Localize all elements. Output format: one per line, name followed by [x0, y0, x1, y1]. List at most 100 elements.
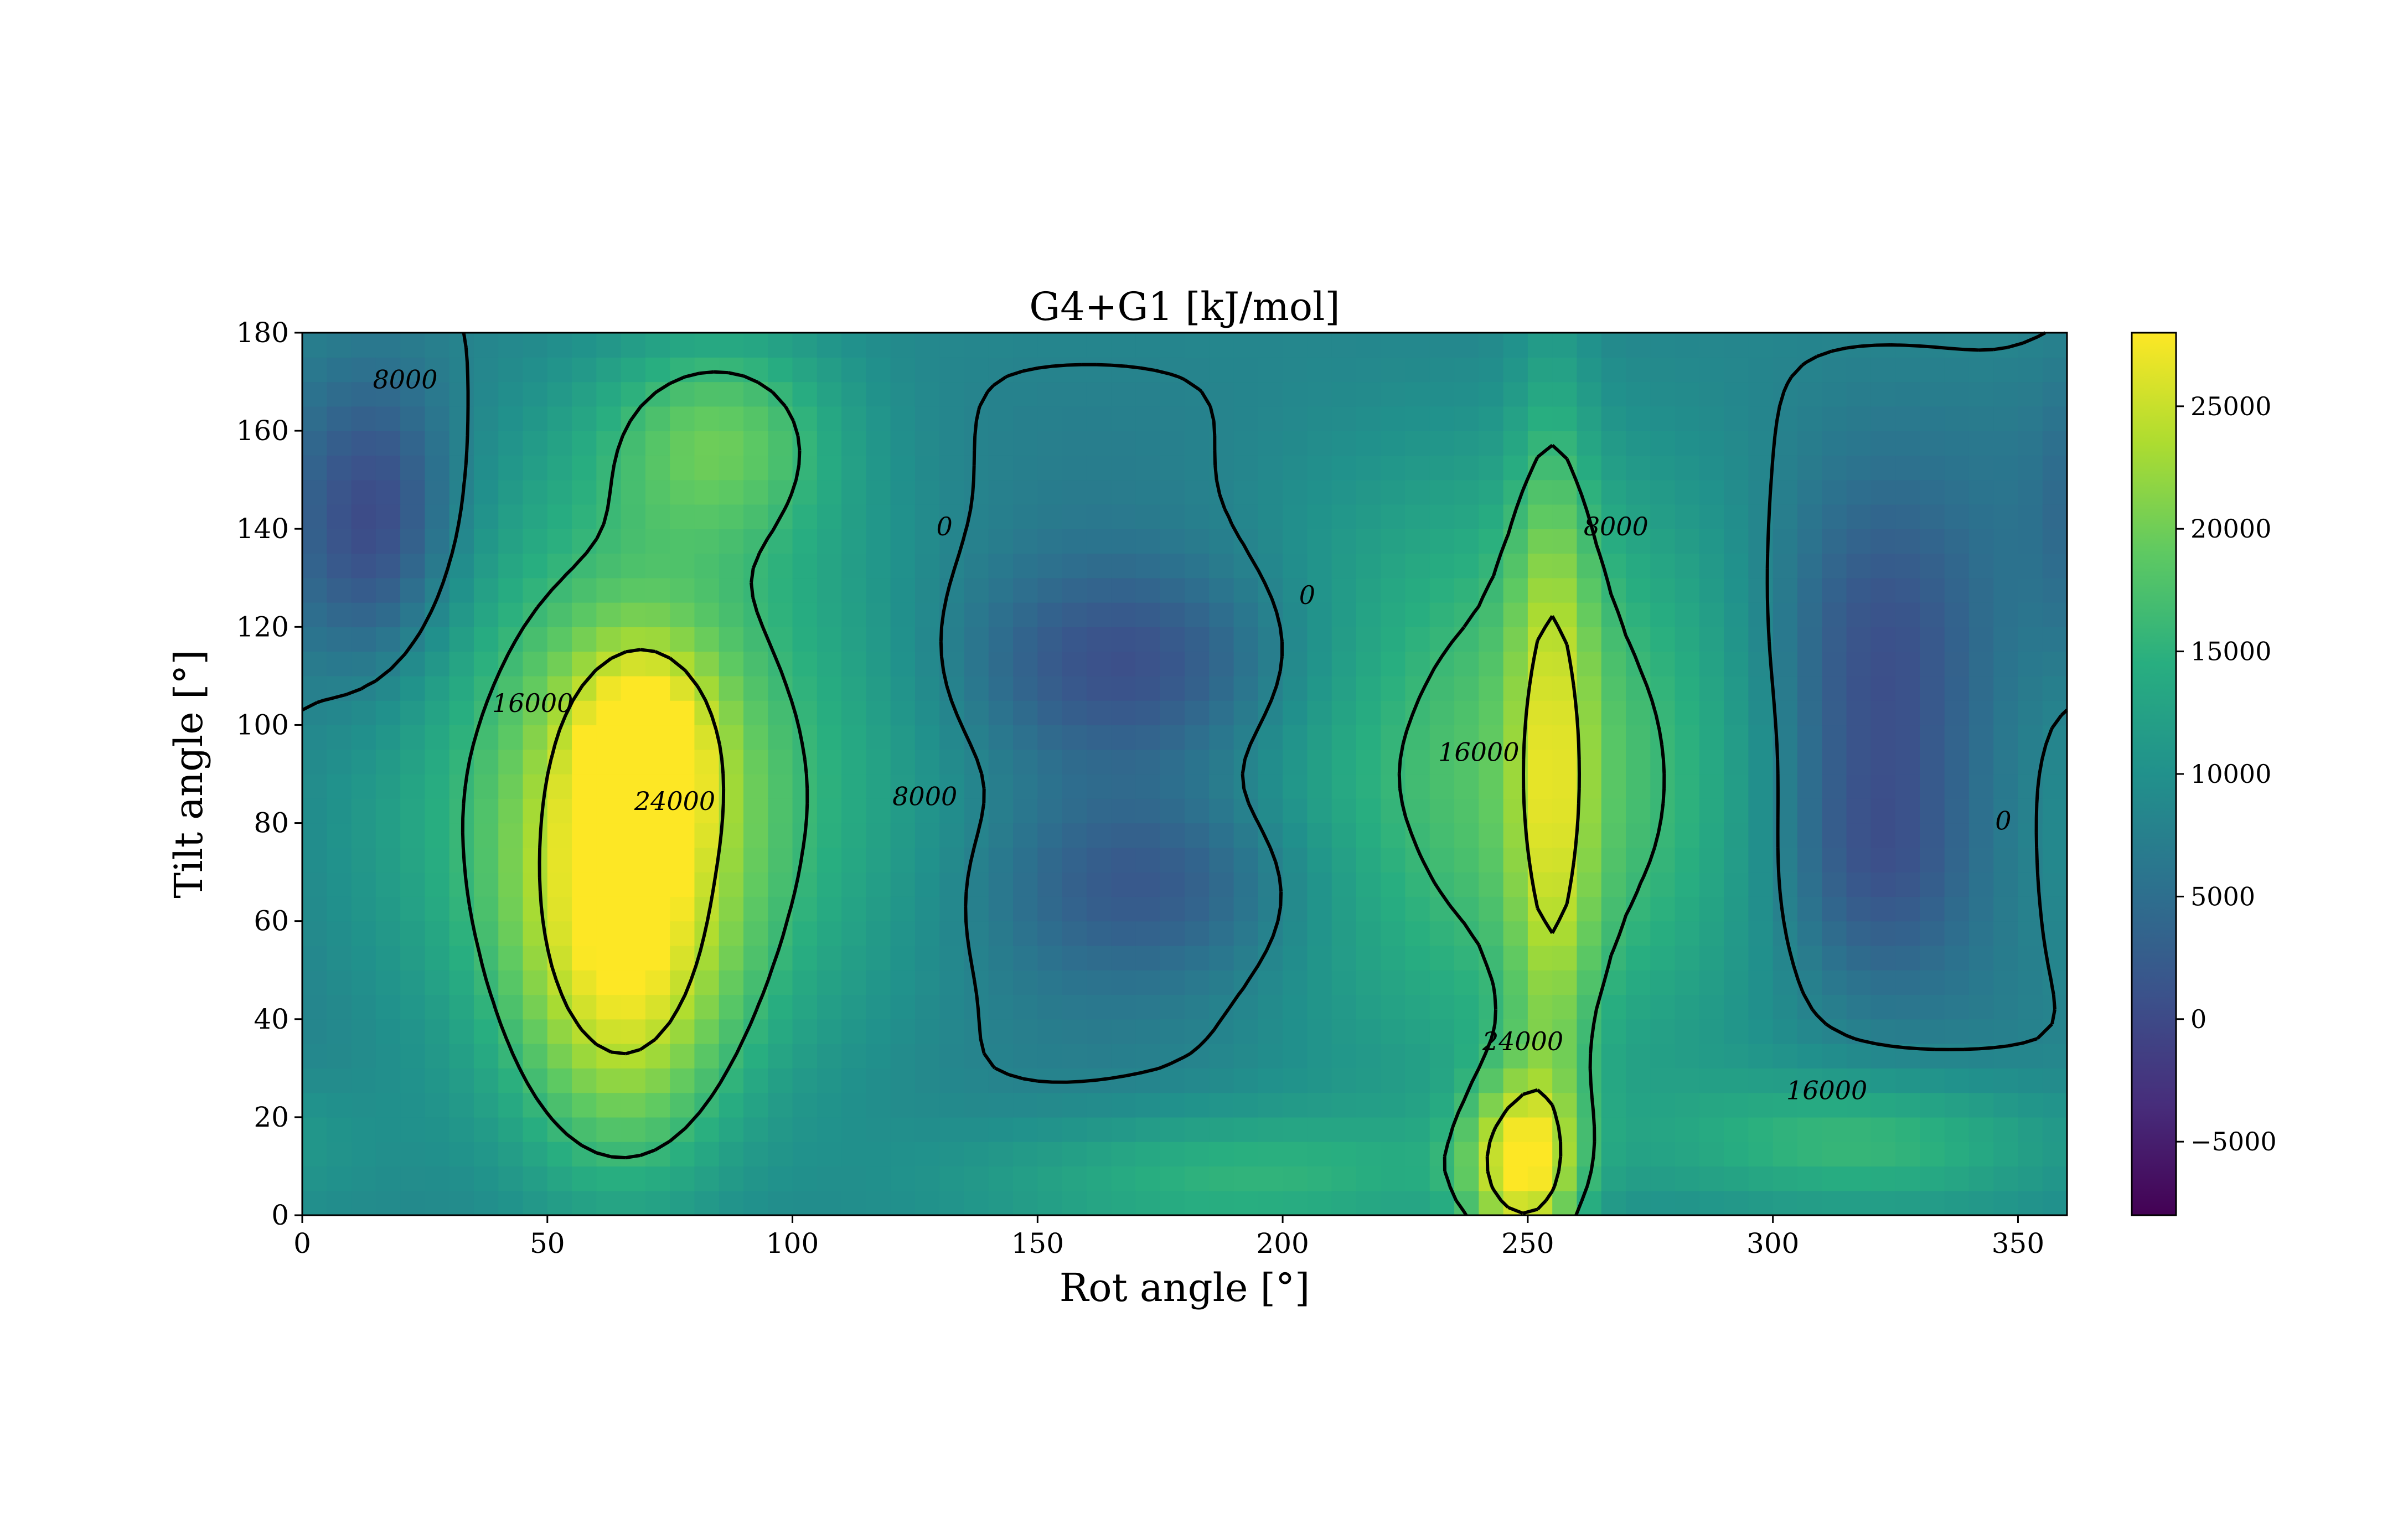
x-tick-label: 50: [530, 1227, 565, 1259]
heatmap-cell: [866, 1117, 891, 1142]
heatmap-cell: [498, 675, 524, 701]
heatmap-cell: [1944, 333, 1970, 358]
heatmap-cell: [425, 749, 450, 775]
heatmap-cell: [1258, 798, 1283, 824]
heatmap-cell: [817, 847, 842, 873]
heatmap-cell: [1577, 945, 1602, 971]
heatmap-cell: [914, 847, 940, 873]
heatmap-cell: [1479, 1190, 1504, 1216]
heatmap-cell: [375, 357, 401, 383]
heatmap-cell: [1773, 675, 1798, 701]
heatmap-cell: [1135, 798, 1161, 824]
heatmap-cell: [473, 479, 499, 505]
heatmap-cell: [1381, 333, 1406, 358]
heatmap-cell: [1479, 651, 1504, 677]
heatmap-cell: [498, 970, 524, 995]
heatmap-cell: [768, 1190, 793, 1216]
contour-line-16000: [461, 370, 1666, 1216]
heatmap-cell: [1037, 1166, 1063, 1191]
heatmap-cell: [425, 479, 450, 505]
heatmap-cell: [1185, 970, 1210, 995]
heatmap-cell: [1283, 970, 1308, 995]
heatmap-cell: [498, 725, 524, 750]
heatmap-cell: [1185, 381, 1210, 407]
heatmap-cell: [1013, 479, 1038, 505]
heatmap-cell: [1944, 1190, 1970, 1216]
heatmap-cell: [694, 1190, 720, 1216]
heatmap-cell: [1895, 896, 1920, 922]
heatmap-cell: [670, 725, 695, 750]
heatmap-cell: [473, 798, 499, 824]
heatmap-cell: [890, 749, 916, 775]
heatmap-cell: [1037, 994, 1063, 1020]
heatmap-cell: [1748, 357, 1774, 383]
heatmap-cell: [1699, 994, 1724, 1020]
heatmap-cell: [1822, 725, 1847, 750]
heatmap-cell: [1601, 847, 1626, 873]
heatmap-cell: [302, 1190, 327, 1216]
heatmap-cell: [670, 381, 695, 407]
heatmap-cell: [670, 627, 695, 652]
heatmap-cell: [841, 381, 866, 407]
heatmap-cell: [400, 725, 425, 750]
heatmap-cell: [1797, 406, 1822, 431]
heatmap-cell: [1773, 479, 1798, 505]
heatmap-cell: [1111, 406, 1136, 431]
heatmap-cell: [1331, 823, 1357, 848]
heatmap-cell: [327, 553, 352, 579]
heatmap-cell: [547, 333, 572, 358]
heatmap-cell: [1773, 1190, 1798, 1216]
heatmap-cell: [1626, 1019, 1651, 1044]
heatmap-cell: [719, 872, 744, 897]
heatmap-cell: [1062, 1142, 1087, 1167]
heatmap-cell: [302, 798, 327, 824]
heatmap-cell: [1626, 725, 1651, 750]
heatmap-cell: [449, 921, 474, 946]
heatmap-cell: [449, 1190, 474, 1216]
heatmap-cell: [1870, 774, 1896, 799]
heatmap-cell: [988, 774, 1014, 799]
heatmap-cell: [596, 1166, 622, 1191]
heatmap-cell: [351, 651, 376, 677]
heatmap-cell: [473, 1044, 499, 1068]
heatmap-cell: [670, 1019, 695, 1044]
heatmap-cell: [572, 1044, 597, 1068]
heatmap-cell: [1160, 651, 1185, 677]
heatmap-cell: [1724, 970, 1749, 995]
heatmap-cell: [964, 357, 989, 383]
heatmap-cell: [400, 798, 425, 824]
heatmap-cell: [1724, 333, 1749, 358]
heatmap-cell: [1675, 872, 1700, 897]
heatmap-cell: [1650, 1142, 1676, 1167]
heatmap-cell: [1968, 749, 1994, 775]
heatmap-cell: [1870, 381, 1896, 407]
heatmap-cell: [1258, 1092, 1283, 1118]
heatmap-cell: [1870, 945, 1896, 971]
heatmap-cell: [596, 725, 622, 750]
heatmap-cell: [1233, 479, 1259, 505]
heatmap-cell: [1185, 406, 1210, 431]
heatmap-cell: [866, 1068, 891, 1093]
heatmap-cell: [1920, 455, 1945, 481]
heatmap-cell: [670, 577, 695, 603]
heatmap-cell: [1895, 921, 1920, 946]
heatmap-cell: [1111, 675, 1136, 701]
heatmap-cell: [1209, 921, 1234, 946]
heatmap-cell: [1577, 627, 1602, 652]
heatmap-cell: [1283, 1019, 1308, 1044]
heatmap-cell: [449, 994, 474, 1020]
heatmap-cell: [1822, 700, 1847, 726]
heatmap-cell: [1993, 1142, 2019, 1167]
heatmap-cell: [449, 1166, 474, 1191]
heatmap-cell: [1307, 455, 1332, 481]
heatmap-cell: [1037, 529, 1063, 554]
heatmap-cell: [1233, 1142, 1259, 1167]
heatmap-cell: [1626, 504, 1651, 529]
heatmap-cell: [1062, 872, 1087, 897]
heatmap-cell: [1503, 333, 1528, 358]
heatmap-cell: [1675, 1019, 1700, 1044]
heatmap-cell: [1454, 798, 1479, 824]
heatmap-cell: [351, 1068, 376, 1093]
heatmap-cell: [400, 553, 425, 579]
